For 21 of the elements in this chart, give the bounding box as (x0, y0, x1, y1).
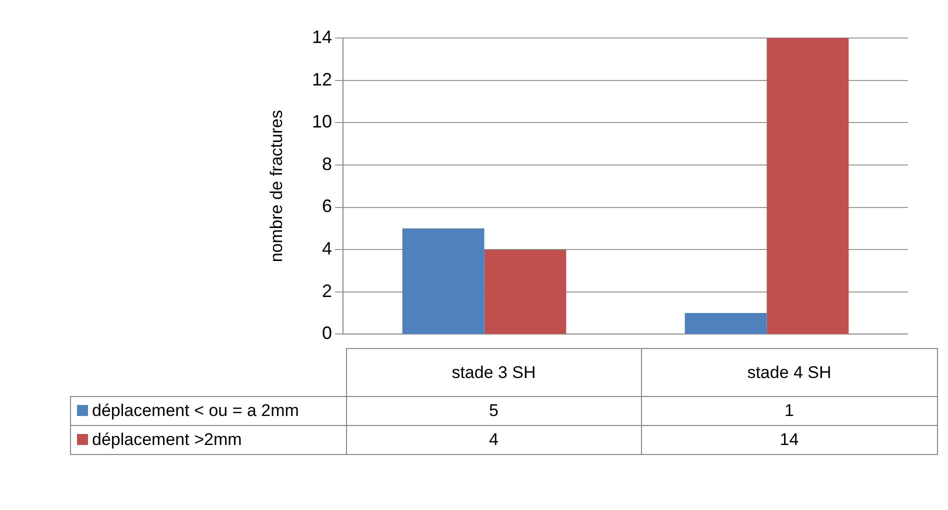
bar (402, 228, 484, 334)
bar (766, 38, 849, 334)
y-tick-label: 6 (322, 196, 332, 216)
data-label: 5 (346, 396, 642, 426)
y-axis-title: nombre de fractures (266, 110, 286, 262)
legend-label: déplacement >2mm (92, 430, 242, 449)
y-tick-label: 0 (322, 323, 332, 344)
x-tick-label: stade 3 SH (346, 348, 642, 396)
legend-label: déplacement < ou = a 2mm (92, 401, 299, 420)
bar (684, 313, 767, 334)
data-label: 4 (346, 426, 642, 454)
y-tick-label: 8 (322, 154, 332, 174)
x-tick-label: stade 4 SH (642, 348, 937, 396)
y-tick-label: 12 (312, 69, 332, 90)
data-label: 1 (642, 396, 937, 426)
y-tick-label: 10 (312, 112, 332, 132)
y-tick-label: 4 (322, 238, 332, 259)
data-label: 14 (642, 426, 937, 454)
bar (484, 250, 566, 334)
y-tick-label: 2 (322, 280, 332, 301)
y-tick-label: 14 (312, 26, 332, 47)
